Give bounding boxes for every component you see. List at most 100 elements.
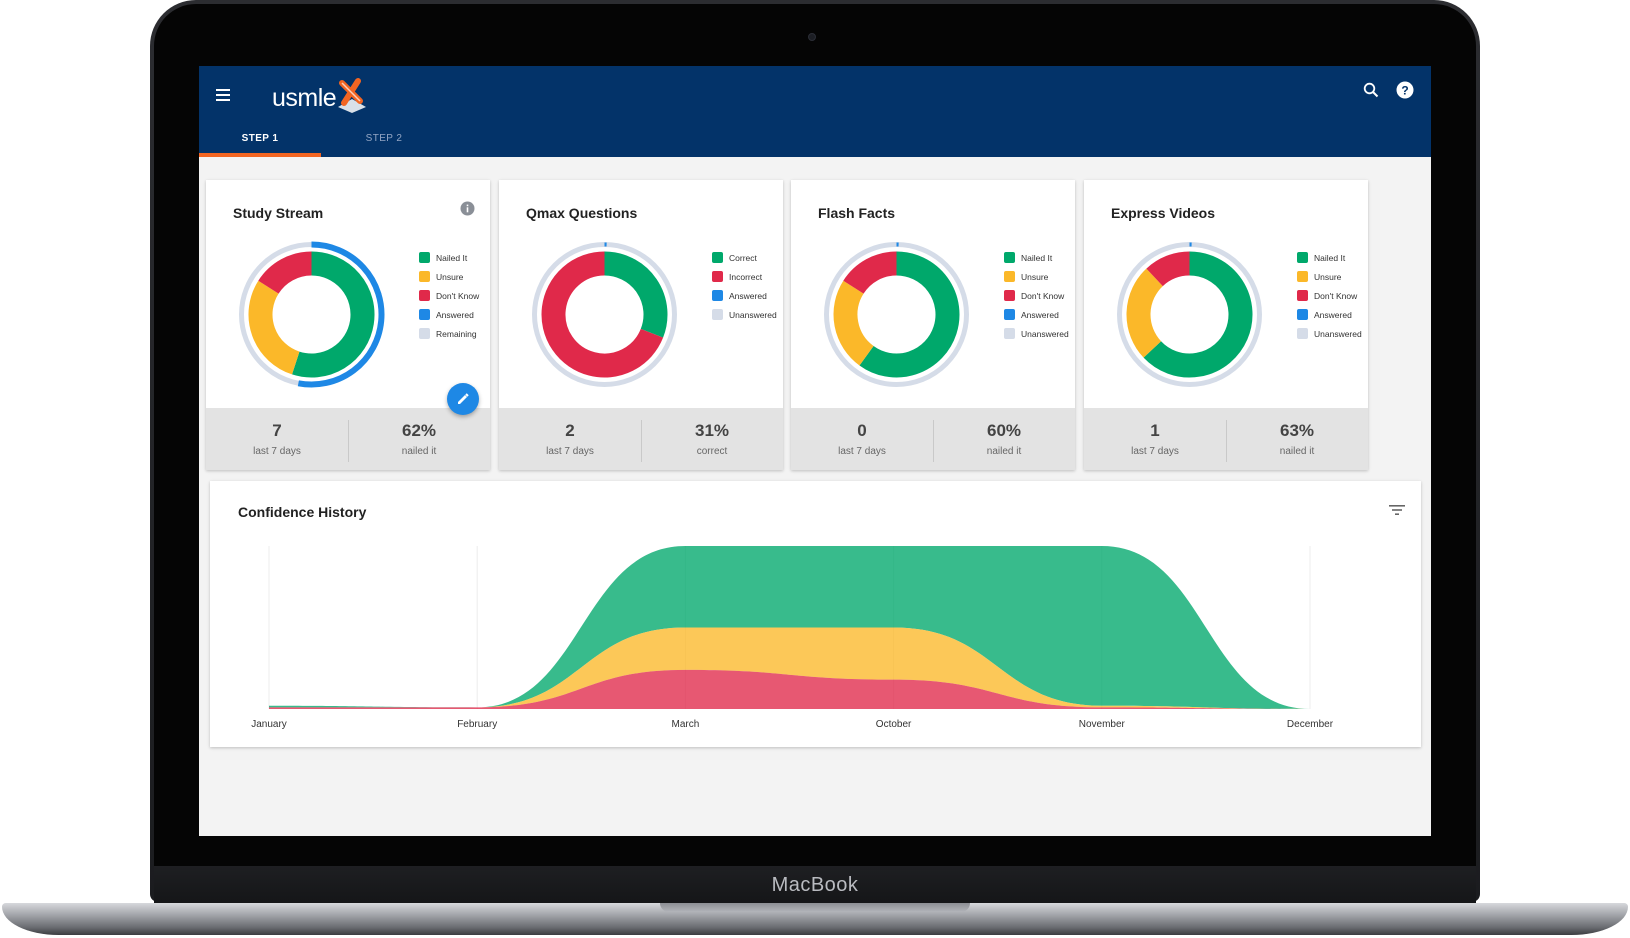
card-title: Flash Facts — [818, 205, 896, 221]
legend-label: Nailed It — [1021, 252, 1053, 263]
x-tick-label: February — [457, 719, 497, 730]
area-series — [269, 627, 1310, 709]
x-tick-label: November — [1079, 719, 1126, 730]
legend-item: Nailed It — [1004, 248, 1069, 267]
legend-swatch — [1004, 290, 1015, 301]
menu-icon[interactable] — [213, 86, 235, 106]
legend-swatch — [419, 328, 430, 339]
legend-label: Don't Know — [1021, 290, 1065, 301]
stat-label: last 7 days — [546, 446, 594, 457]
pencil-icon — [458, 393, 469, 404]
chart-legend: Nailed It Unsure Don't Know Answered Remaini… — [419, 248, 479, 343]
chart-legend: Nailed It Unsure Don't Know Answered Unanswe… — [1297, 248, 1362, 343]
card-express-videos: Express Videos Nailed It Unsure Don't Know A… — [1084, 180, 1368, 470]
stat-value: 1 — [1150, 421, 1160, 440]
donut-chart — [532, 242, 677, 387]
legend-item: Don't Know — [1297, 286, 1362, 305]
donut-segment — [292, 251, 375, 378]
legend-swatch — [1297, 290, 1308, 301]
answered-arc — [297, 241, 385, 388]
filter-icon[interactable] — [1388, 503, 1406, 517]
info-icon[interactable] — [460, 201, 475, 216]
app-header: usmle ? STEP 1 STEP 2 — [199, 66, 1431, 157]
legend-item: Nailed It — [1297, 248, 1362, 267]
stat-label: last 7 days — [838, 446, 886, 457]
legend-label: Nailed It — [436, 252, 468, 263]
legend-swatch — [712, 309, 723, 320]
stat-value: 60% — [986, 421, 1022, 440]
legend-label: Unsure — [1021, 271, 1049, 282]
donut-segment — [833, 280, 875, 366]
stat-value: 63% — [1279, 421, 1315, 440]
stat-value: 7 — [272, 421, 282, 440]
legend-swatch — [712, 271, 723, 282]
donut-chart — [1117, 242, 1262, 387]
legend-label: Incorrect — [729, 271, 763, 282]
card-title: Express Videos — [1111, 205, 1216, 221]
donut-segment — [859, 251, 960, 378]
legend-swatch — [712, 290, 723, 301]
logo-text: usmle — [272, 84, 337, 112]
legend-label: Unanswered — [729, 309, 777, 320]
legend-item: Answered — [712, 286, 777, 305]
logo-x-icon — [338, 78, 367, 113]
area-series — [269, 669, 1310, 709]
usmle-logo[interactable]: usmle — [272, 75, 368, 113]
legend-label: Nailed It — [1314, 252, 1346, 263]
donut-chart — [239, 241, 385, 388]
donut-segment — [603, 251, 668, 338]
donut-chart — [824, 242, 969, 387]
legend-label: Answered — [1021, 309, 1059, 320]
legend-label: Remaining — [436, 328, 477, 339]
stat-block: 63% nailed it — [1226, 408, 1368, 470]
edit-button[interactable] — [447, 383, 479, 415]
laptop-chin — [154, 866, 1476, 906]
legend-label: Unanswered — [1314, 328, 1362, 339]
legend-item: Incorrect — [712, 267, 777, 286]
tab-step-1[interactable]: STEP 1 — [199, 120, 321, 157]
search-icon[interactable] — [1359, 78, 1383, 102]
confidence-history-title: Confidence History — [238, 504, 367, 520]
tab-step-2[interactable]: STEP 2 — [365, 133, 403, 144]
camera-icon — [808, 33, 816, 41]
legend-item: Don't Know — [419, 286, 479, 305]
legend-label: Don't Know — [436, 290, 480, 301]
confidence-history-card: Confidence History January February March O… — [210, 481, 1421, 747]
card-title: Qmax Questions — [526, 205, 638, 221]
legend-label: Unanswered — [1021, 328, 1069, 339]
legend-swatch — [1297, 252, 1308, 263]
help-icon[interactable]: ? — [1393, 78, 1417, 102]
x-tick-label: January — [251, 719, 287, 730]
stat-block: 1 last 7 days — [1084, 408, 1226, 470]
x-tick-label: March — [672, 719, 700, 730]
app-screen: usmle ? STEP 1 STEP 2 Study Str — [199, 66, 1431, 836]
legend-label: Answered — [729, 290, 767, 301]
legend-item: Don't Know — [1004, 286, 1069, 305]
x-tick-label: October — [876, 719, 912, 730]
legend-item: Remaining — [419, 324, 479, 343]
stat-label: last 7 days — [1131, 446, 1179, 457]
legend-item: Answered — [1297, 305, 1362, 324]
legend-swatch — [419, 290, 430, 301]
legend-swatch — [1297, 271, 1308, 282]
legend-swatch — [1004, 328, 1015, 339]
legend-swatch — [712, 252, 723, 263]
stat-block: 2 last 7 days — [499, 408, 641, 470]
donut-segment — [1126, 268, 1164, 358]
stat-label: last 7 days — [253, 446, 301, 457]
card-stats: 7 last 7 days 62% nailed it — [206, 408, 490, 470]
stat-block: 60% nailed it — [933, 408, 1075, 470]
donut-segment — [258, 251, 313, 295]
stat-block: 0 last 7 days — [791, 408, 933, 470]
legend-label: Answered — [436, 309, 474, 320]
card-qmax-questions: Qmax Questions Correct Incorrect Answered Un… — [499, 180, 783, 470]
legend-item: Unsure — [1297, 267, 1362, 286]
stat-label: correct — [696, 446, 728, 457]
step-tabs: STEP 1 STEP 2 — [199, 120, 447, 157]
legend-swatch — [1004, 309, 1015, 320]
donut-segment — [541, 251, 664, 378]
stat-block: 62% nailed it — [348, 408, 490, 470]
legend-item: Unsure — [419, 267, 479, 286]
card-stats: 0 last 7 days 60% nailed it — [791, 408, 1075, 470]
